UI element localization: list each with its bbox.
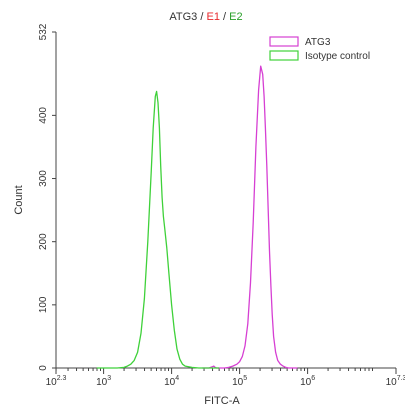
legend-swatch xyxy=(269,50,299,61)
y-axis-ticks: 0 100 200 300 400 532 xyxy=(38,23,56,371)
title-part: / xyxy=(220,11,229,23)
x-tick-label: 103 xyxy=(96,375,111,388)
legend-label: Isotype control xyxy=(305,51,370,62)
y-tick-label: 400 xyxy=(38,107,49,124)
y-tick-label: 200 xyxy=(38,233,49,250)
series-line-isotype-control xyxy=(96,90,220,369)
x-tick-label: 105 xyxy=(232,375,247,388)
y-tick-label: 100 xyxy=(38,296,49,313)
x-tick-label: 102.3 xyxy=(46,375,67,388)
x-axis-title: FITC-A xyxy=(204,395,240,407)
x-tick-label: 104 xyxy=(164,375,179,388)
series-layer xyxy=(96,65,298,369)
y-axis-title: Count xyxy=(13,185,25,214)
title-part: E2 xyxy=(229,11,242,23)
x-tick-label: 107.3 xyxy=(386,375,405,388)
y-tick-label: 0 xyxy=(38,365,49,371)
legend-swatch xyxy=(269,36,299,47)
title-part: ATG3 xyxy=(169,11,197,23)
legend: ATG3 Isotype control xyxy=(269,36,370,62)
y-tick-label: 300 xyxy=(38,170,49,187)
y-tick-label: 532 xyxy=(38,23,49,40)
x-tick-label: 106 xyxy=(300,375,315,388)
title-part: E1 xyxy=(206,11,219,23)
legend-label: ATG3 xyxy=(305,37,331,48)
title-part: / xyxy=(197,11,206,23)
chart-title: ATG3 / E1 / E2 xyxy=(169,11,242,23)
x-axis-ticks: 102.3 103 104 105 106 107.3 xyxy=(46,368,405,388)
